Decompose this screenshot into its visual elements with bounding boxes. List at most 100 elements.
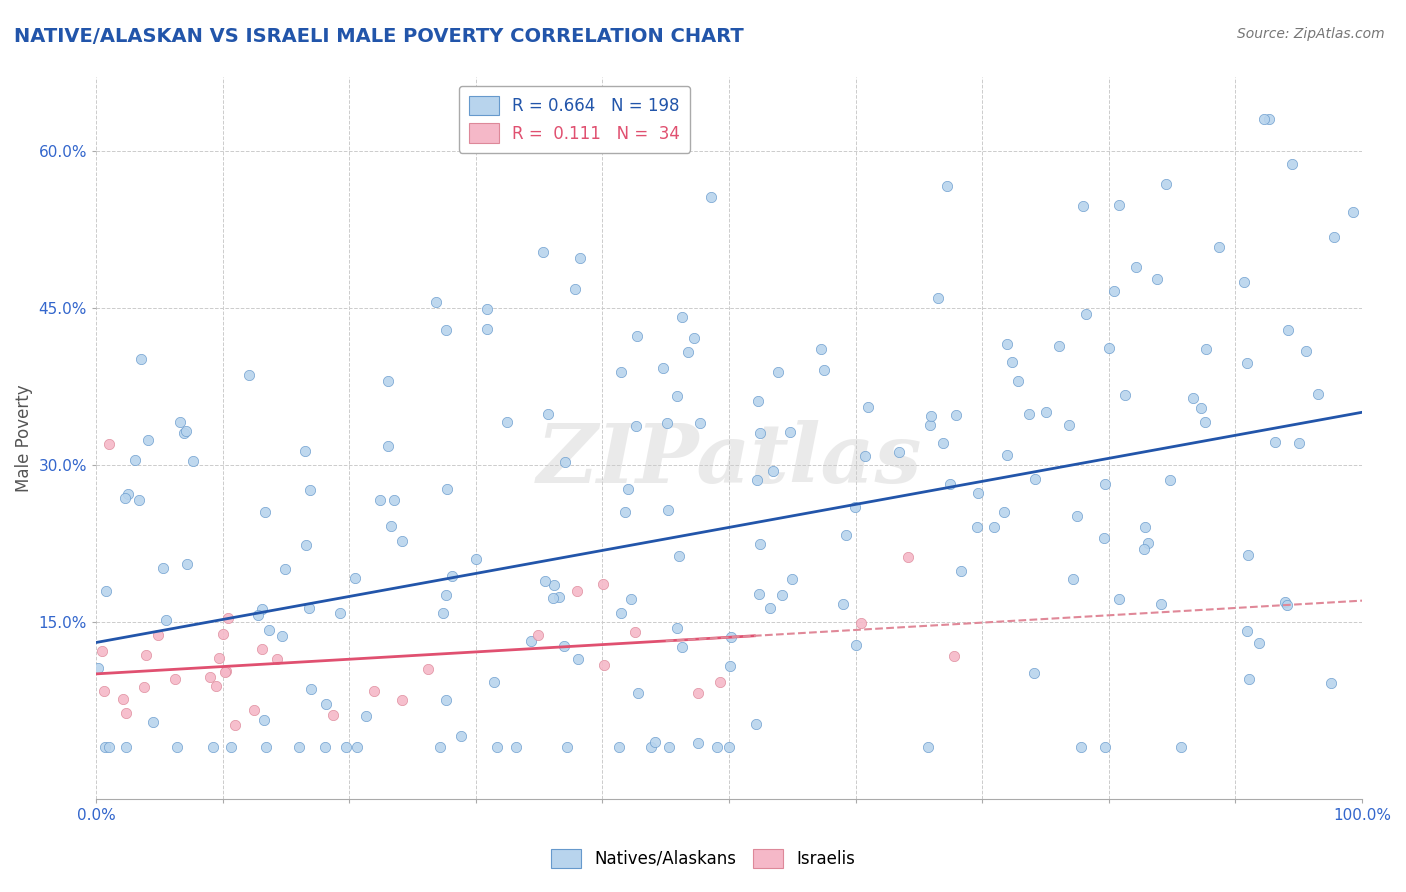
Point [173,426,195,441]
Point [1102,284,1125,298]
Point [221,740,243,755]
Point [335,740,357,755]
Point [1295,344,1317,359]
Point [766,365,789,379]
Point [1066,509,1088,524]
Point [813,363,835,377]
Point [564,282,586,296]
Point [1288,436,1310,450]
Point [294,444,316,458]
Point [897,549,920,564]
Point [96,584,118,599]
Point [1092,531,1115,545]
Point [658,740,681,755]
Point [1159,473,1181,487]
Point [683,331,706,345]
Point [762,464,785,478]
Point [554,455,576,469]
Point [93,684,115,698]
Point [1189,401,1212,416]
Point [640,740,662,755]
Point [434,693,457,707]
Y-axis label: Male Poverty: Male Poverty [15,384,32,492]
Point [624,625,647,640]
Point [1024,665,1046,680]
Point [274,562,297,576]
Point [856,400,879,414]
Point [553,639,575,653]
Point [932,436,955,450]
Point [391,693,413,707]
Point [114,491,136,505]
Point [377,439,399,453]
Point [557,740,579,755]
Point [1323,229,1346,244]
Point [1319,675,1341,690]
Point [548,590,571,604]
Point [1275,598,1298,612]
Point [995,337,1018,351]
Point [1108,198,1130,212]
Point [1195,343,1218,357]
Point [299,483,322,497]
Point [418,662,440,676]
Point [146,627,169,641]
Point [688,686,710,700]
Point [1208,240,1230,254]
Point [1133,541,1156,556]
Point [855,450,877,464]
Point [541,591,564,606]
Point [1062,572,1084,586]
Point [717,740,740,755]
Point [98,740,121,755]
Point [1114,388,1136,402]
Point [1253,112,1275,127]
Point [747,473,769,487]
Point [1035,405,1057,419]
Point [779,425,801,440]
Point [620,592,643,607]
Point [1108,591,1130,606]
Point [567,583,589,598]
Legend: Natives/Alaskans, Israelis: Natives/Alaskans, Israelis [544,842,862,875]
Point [1341,205,1364,219]
Point [720,659,742,673]
Point [208,651,231,665]
Point [115,740,138,755]
Point [114,706,136,720]
Point [849,616,872,631]
Point [720,630,742,644]
Point [709,675,731,690]
Point [475,301,498,316]
Point [770,588,793,602]
Point [363,683,385,698]
Point [247,607,270,622]
Point [949,564,972,578]
Point [983,519,1005,533]
Point [134,648,156,663]
Point [1170,740,1192,755]
Point [759,600,782,615]
Point [1057,417,1080,432]
Point [748,425,770,440]
Text: Source: ZipAtlas.com: Source: ZipAtlas.com [1237,27,1385,41]
Point [429,740,451,755]
Point [889,444,911,458]
Point [243,702,266,716]
Point [1237,672,1260,686]
Point [450,730,472,744]
Point [676,345,699,359]
Point [749,537,772,551]
Point [1232,275,1254,289]
Point [520,634,543,648]
Point [505,740,527,755]
Point [945,408,967,422]
Point [486,740,509,755]
Point [1098,341,1121,355]
Point [567,652,589,666]
Point [689,416,711,430]
Point [1024,472,1046,486]
Point [657,502,679,516]
Point [624,419,647,434]
Point [87,661,110,675]
